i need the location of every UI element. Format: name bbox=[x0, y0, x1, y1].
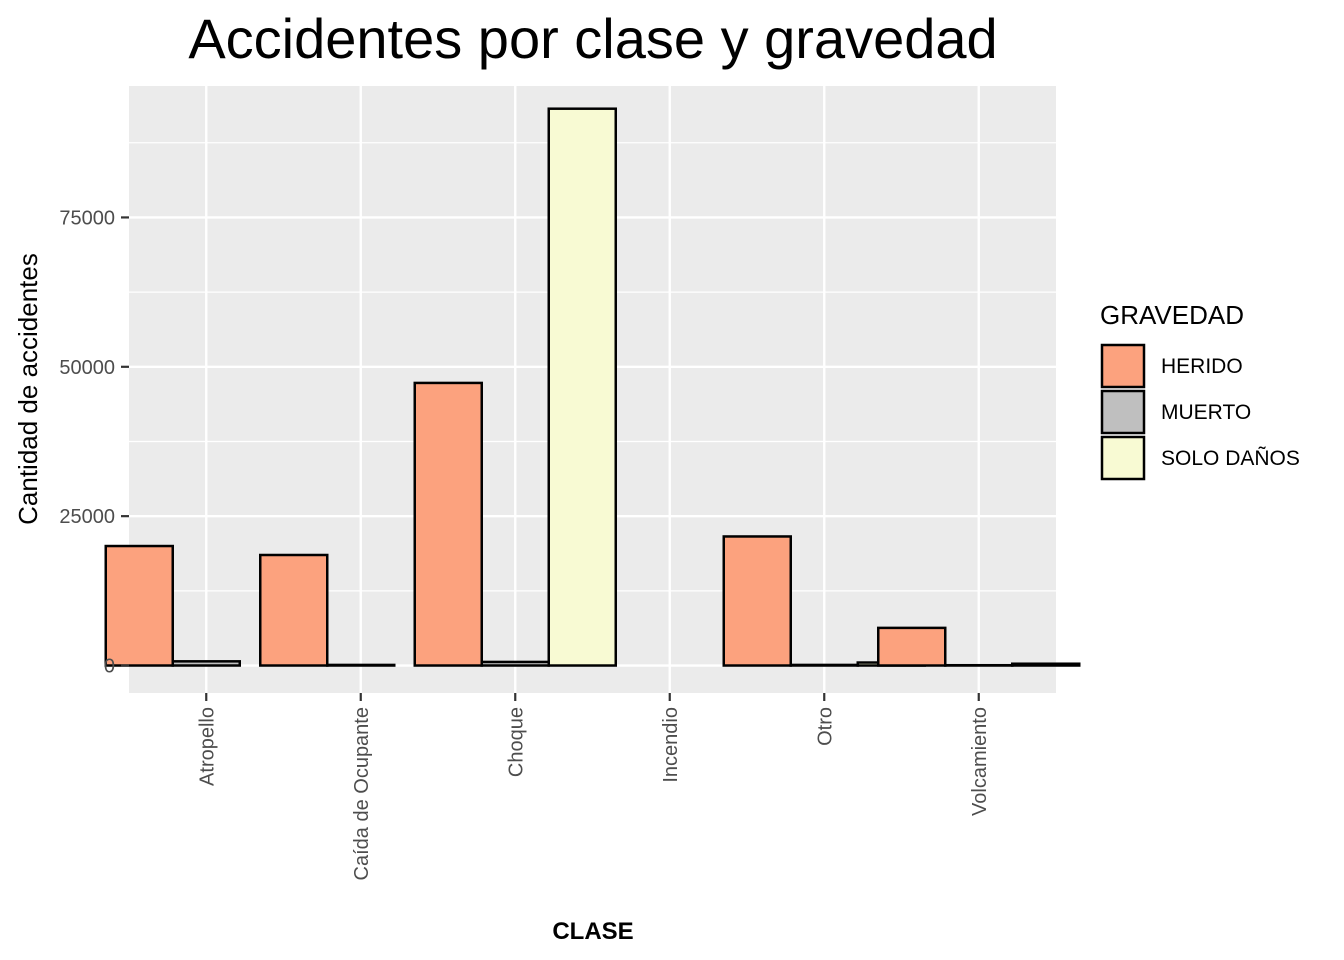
bar-solo-daños bbox=[1011, 662, 1081, 667]
legend-label: HERIDO bbox=[1161, 355, 1243, 378]
legend-label: SOLO DAÑOS bbox=[1161, 446, 1300, 470]
chart-title: Accidentes por clase y gravedad bbox=[188, 7, 997, 70]
y-tick-label: 75000 bbox=[59, 207, 115, 229]
bar-muerto bbox=[789, 663, 859, 667]
bar-muerto bbox=[480, 660, 550, 667]
bar-herido bbox=[104, 544, 174, 667]
bar-herido bbox=[877, 626, 947, 667]
x-tick-label: Choque bbox=[505, 707, 527, 777]
legend-key-solo-daños bbox=[1100, 435, 1146, 481]
x-axis: Atropello Caída de Ocupante Choque Incendio… bbox=[196, 693, 991, 880]
y-axis-title: Cantidad de accidentes bbox=[13, 253, 43, 525]
y-tick-label: 0 bbox=[104, 656, 115, 678]
bar-herido bbox=[413, 381, 483, 667]
legend: GRAVEDAD HERIDO MUERTO SOLO DAÑOS bbox=[1100, 300, 1300, 481]
legend-title: GRAVEDAD bbox=[1100, 300, 1244, 330]
x-axis-title: CLASE bbox=[552, 918, 633, 945]
legend-label: MUERTO bbox=[1161, 401, 1251, 424]
bar-herido bbox=[722, 535, 792, 667]
y-tick-label: 25000 bbox=[59, 506, 115, 528]
bar-muerto bbox=[326, 663, 396, 667]
x-tick-label: Caída de Ocupante bbox=[351, 707, 373, 880]
x-tick-label: Atropello bbox=[196, 707, 218, 786]
bar-solo-daños bbox=[547, 107, 617, 667]
y-axis: 0 25000 50000 75000 bbox=[59, 207, 129, 678]
x-tick-label: Otro bbox=[814, 707, 836, 746]
legend-key-herido bbox=[1100, 343, 1146, 389]
legend-key-muerto bbox=[1100, 389, 1146, 435]
bar-herido bbox=[259, 553, 329, 667]
x-tick-label: Volcamiento bbox=[969, 707, 991, 816]
bar-muerto bbox=[171, 660, 241, 667]
x-tick-label: Incendio bbox=[660, 707, 682, 783]
bars bbox=[104, 107, 1081, 667]
y-tick-label: 50000 bbox=[59, 357, 115, 379]
